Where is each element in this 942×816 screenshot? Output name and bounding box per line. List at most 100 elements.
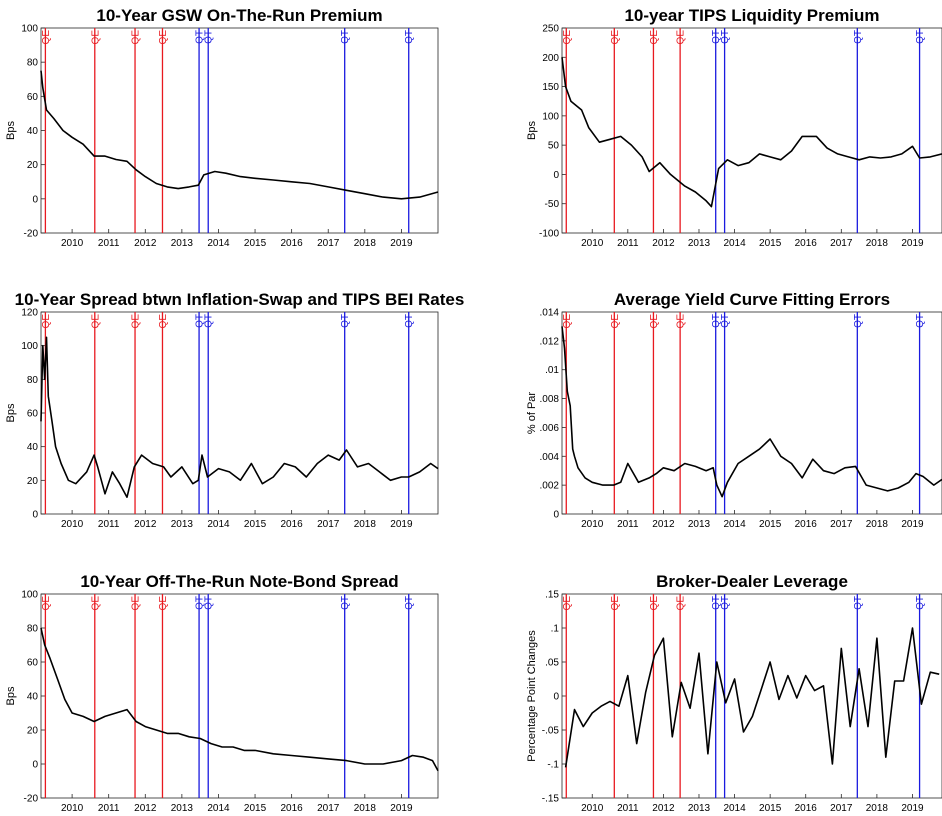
x-tick-label: 2011 xyxy=(98,519,120,530)
chart-6: Broker-Dealer Leverage Percentage Point C… xyxy=(526,572,942,814)
qt-event-label: QT xyxy=(720,30,731,44)
qt-event-label: QT xyxy=(853,30,864,44)
qt-event-label: QT xyxy=(720,596,731,610)
y-tick-label: 100 xyxy=(542,111,559,122)
qe-event-label: QE xyxy=(158,30,169,45)
qe-event-label: QE xyxy=(90,596,101,611)
x-tick-label: 2015 xyxy=(759,803,782,814)
plot-area xyxy=(561,593,942,799)
x-tick-label: 2014 xyxy=(723,238,746,249)
qe-event-label: QE xyxy=(562,30,573,45)
y-tick-label: 100 xyxy=(21,590,38,601)
y-axis-label: Bps xyxy=(5,121,17,140)
qe-event-label: QE xyxy=(90,314,101,329)
qt-event-label: QT xyxy=(204,596,215,610)
qt-event-label: QT xyxy=(853,314,864,328)
x-tick-label: 2013 xyxy=(688,803,711,814)
series-line xyxy=(40,70,439,200)
qe-event-label: QE xyxy=(158,596,169,611)
qt-event-label: QT xyxy=(404,30,415,44)
y-axis-label: Bps xyxy=(5,686,17,705)
qt-event-label: QT xyxy=(853,596,864,610)
x-tick-label: 2013 xyxy=(171,803,194,814)
chart-title: 10-Year Spread btwn Inflation-Swap and T… xyxy=(15,290,465,309)
x-tick-label: 2012 xyxy=(134,238,157,249)
qe-event-label: QE xyxy=(562,596,573,611)
x-tick-label: 2018 xyxy=(354,803,377,814)
qe-event-label: QE xyxy=(90,30,101,45)
qt-event-label: QT xyxy=(711,30,722,44)
chart-1: 10-Year GSW On-The-Run Premium Bps -20 0 20 4… xyxy=(5,6,439,249)
x-tick-label: 2010 xyxy=(61,238,84,249)
qe-event-label: QE xyxy=(131,596,142,611)
plot-area xyxy=(40,27,439,234)
x-tick-label: 2018 xyxy=(866,238,889,249)
x-tick-label: 2018 xyxy=(866,519,889,530)
y-tick-label: .05 xyxy=(545,658,559,669)
x-tick-label: 2015 xyxy=(759,238,782,249)
qt-event-label: QT xyxy=(340,596,351,610)
qt-event-label: QT xyxy=(195,30,206,44)
y-tick-label: .006 xyxy=(540,423,560,434)
x-tick-label: 2017 xyxy=(830,803,853,814)
qt-event-label: QT xyxy=(195,596,206,610)
qe-event-label: QE xyxy=(610,314,621,329)
y-tick-label: .1 xyxy=(551,624,560,635)
y-tick-label: 60 xyxy=(27,92,39,103)
x-tick-label: 2018 xyxy=(866,803,889,814)
qe-event-label: QE xyxy=(41,314,52,329)
x-tick-label: 2013 xyxy=(171,519,194,530)
y-tick-label: .01 xyxy=(545,365,559,376)
y-tick-label: 100 xyxy=(21,24,38,35)
y-tick-label: 60 xyxy=(27,658,39,669)
x-tick-label: 2015 xyxy=(244,803,267,814)
y-tick-label: 0 xyxy=(553,692,559,703)
x-tick-label: 2011 xyxy=(617,519,639,530)
qe-event-label: QE xyxy=(131,30,142,45)
qe-event-label: QE xyxy=(649,596,660,611)
y-tick-label: 40 xyxy=(27,442,39,453)
x-tick-label: 2012 xyxy=(652,519,675,530)
qe-event-label: QE xyxy=(676,30,687,45)
qe-event-label: QE xyxy=(158,314,169,329)
y-tick-label: -.1 xyxy=(547,760,559,771)
x-tick-label: 2019 xyxy=(390,519,413,530)
qe-event-label: QE xyxy=(131,314,142,329)
qt-event-label: QT xyxy=(915,314,926,328)
x-tick-label: 2019 xyxy=(390,238,413,249)
y-tick-label: 200 xyxy=(542,53,559,64)
qt-event-label: QT xyxy=(195,314,206,328)
x-tick-label: 2016 xyxy=(281,803,304,814)
y-tick-label: -100 xyxy=(539,229,559,240)
chart-2: 10-year TIPS Liquidity Premium Bps -100 -50… xyxy=(526,6,942,249)
chart-3: 10-Year Spread btwn Inflation-Swap and T… xyxy=(5,290,464,530)
x-tick-label: 2014 xyxy=(723,519,746,530)
x-tick-label: 2011 xyxy=(617,803,639,814)
y-tick-label: 80 xyxy=(27,375,39,386)
x-tick-label: 2016 xyxy=(795,519,818,530)
x-tick-label: 2019 xyxy=(390,803,413,814)
x-tick-label: 2012 xyxy=(134,803,157,814)
x-tick-label: 2015 xyxy=(244,519,267,530)
y-tick-label: -.15 xyxy=(542,794,560,805)
x-tick-label: 2013 xyxy=(688,238,711,249)
x-tick-label: 2016 xyxy=(281,238,304,249)
qt-event-label: QT xyxy=(340,30,351,44)
x-tick-label: 2014 xyxy=(207,238,230,249)
chart-5: 10-Year Off-The-Run Note-Bond Spread Bps -… xyxy=(5,572,439,814)
x-tick-label: 2017 xyxy=(317,519,340,530)
y-axis-label: Bps xyxy=(526,121,538,140)
series-line xyxy=(564,627,940,768)
chart-title: Average Yield Curve Fitting Errors xyxy=(614,290,890,309)
qt-event-label: QT xyxy=(404,596,415,610)
plot-area xyxy=(40,311,439,515)
y-tick-label: 0 xyxy=(32,760,38,771)
x-tick-label: 2019 xyxy=(901,803,924,814)
x-tick-label: 2018 xyxy=(354,238,377,249)
qe-event-label: QE xyxy=(649,30,660,45)
y-tick-label: .012 xyxy=(540,336,560,347)
x-tick-label: 2018 xyxy=(354,519,377,530)
x-tick-label: 2013 xyxy=(171,238,194,249)
qt-event-label: QT xyxy=(915,30,926,44)
